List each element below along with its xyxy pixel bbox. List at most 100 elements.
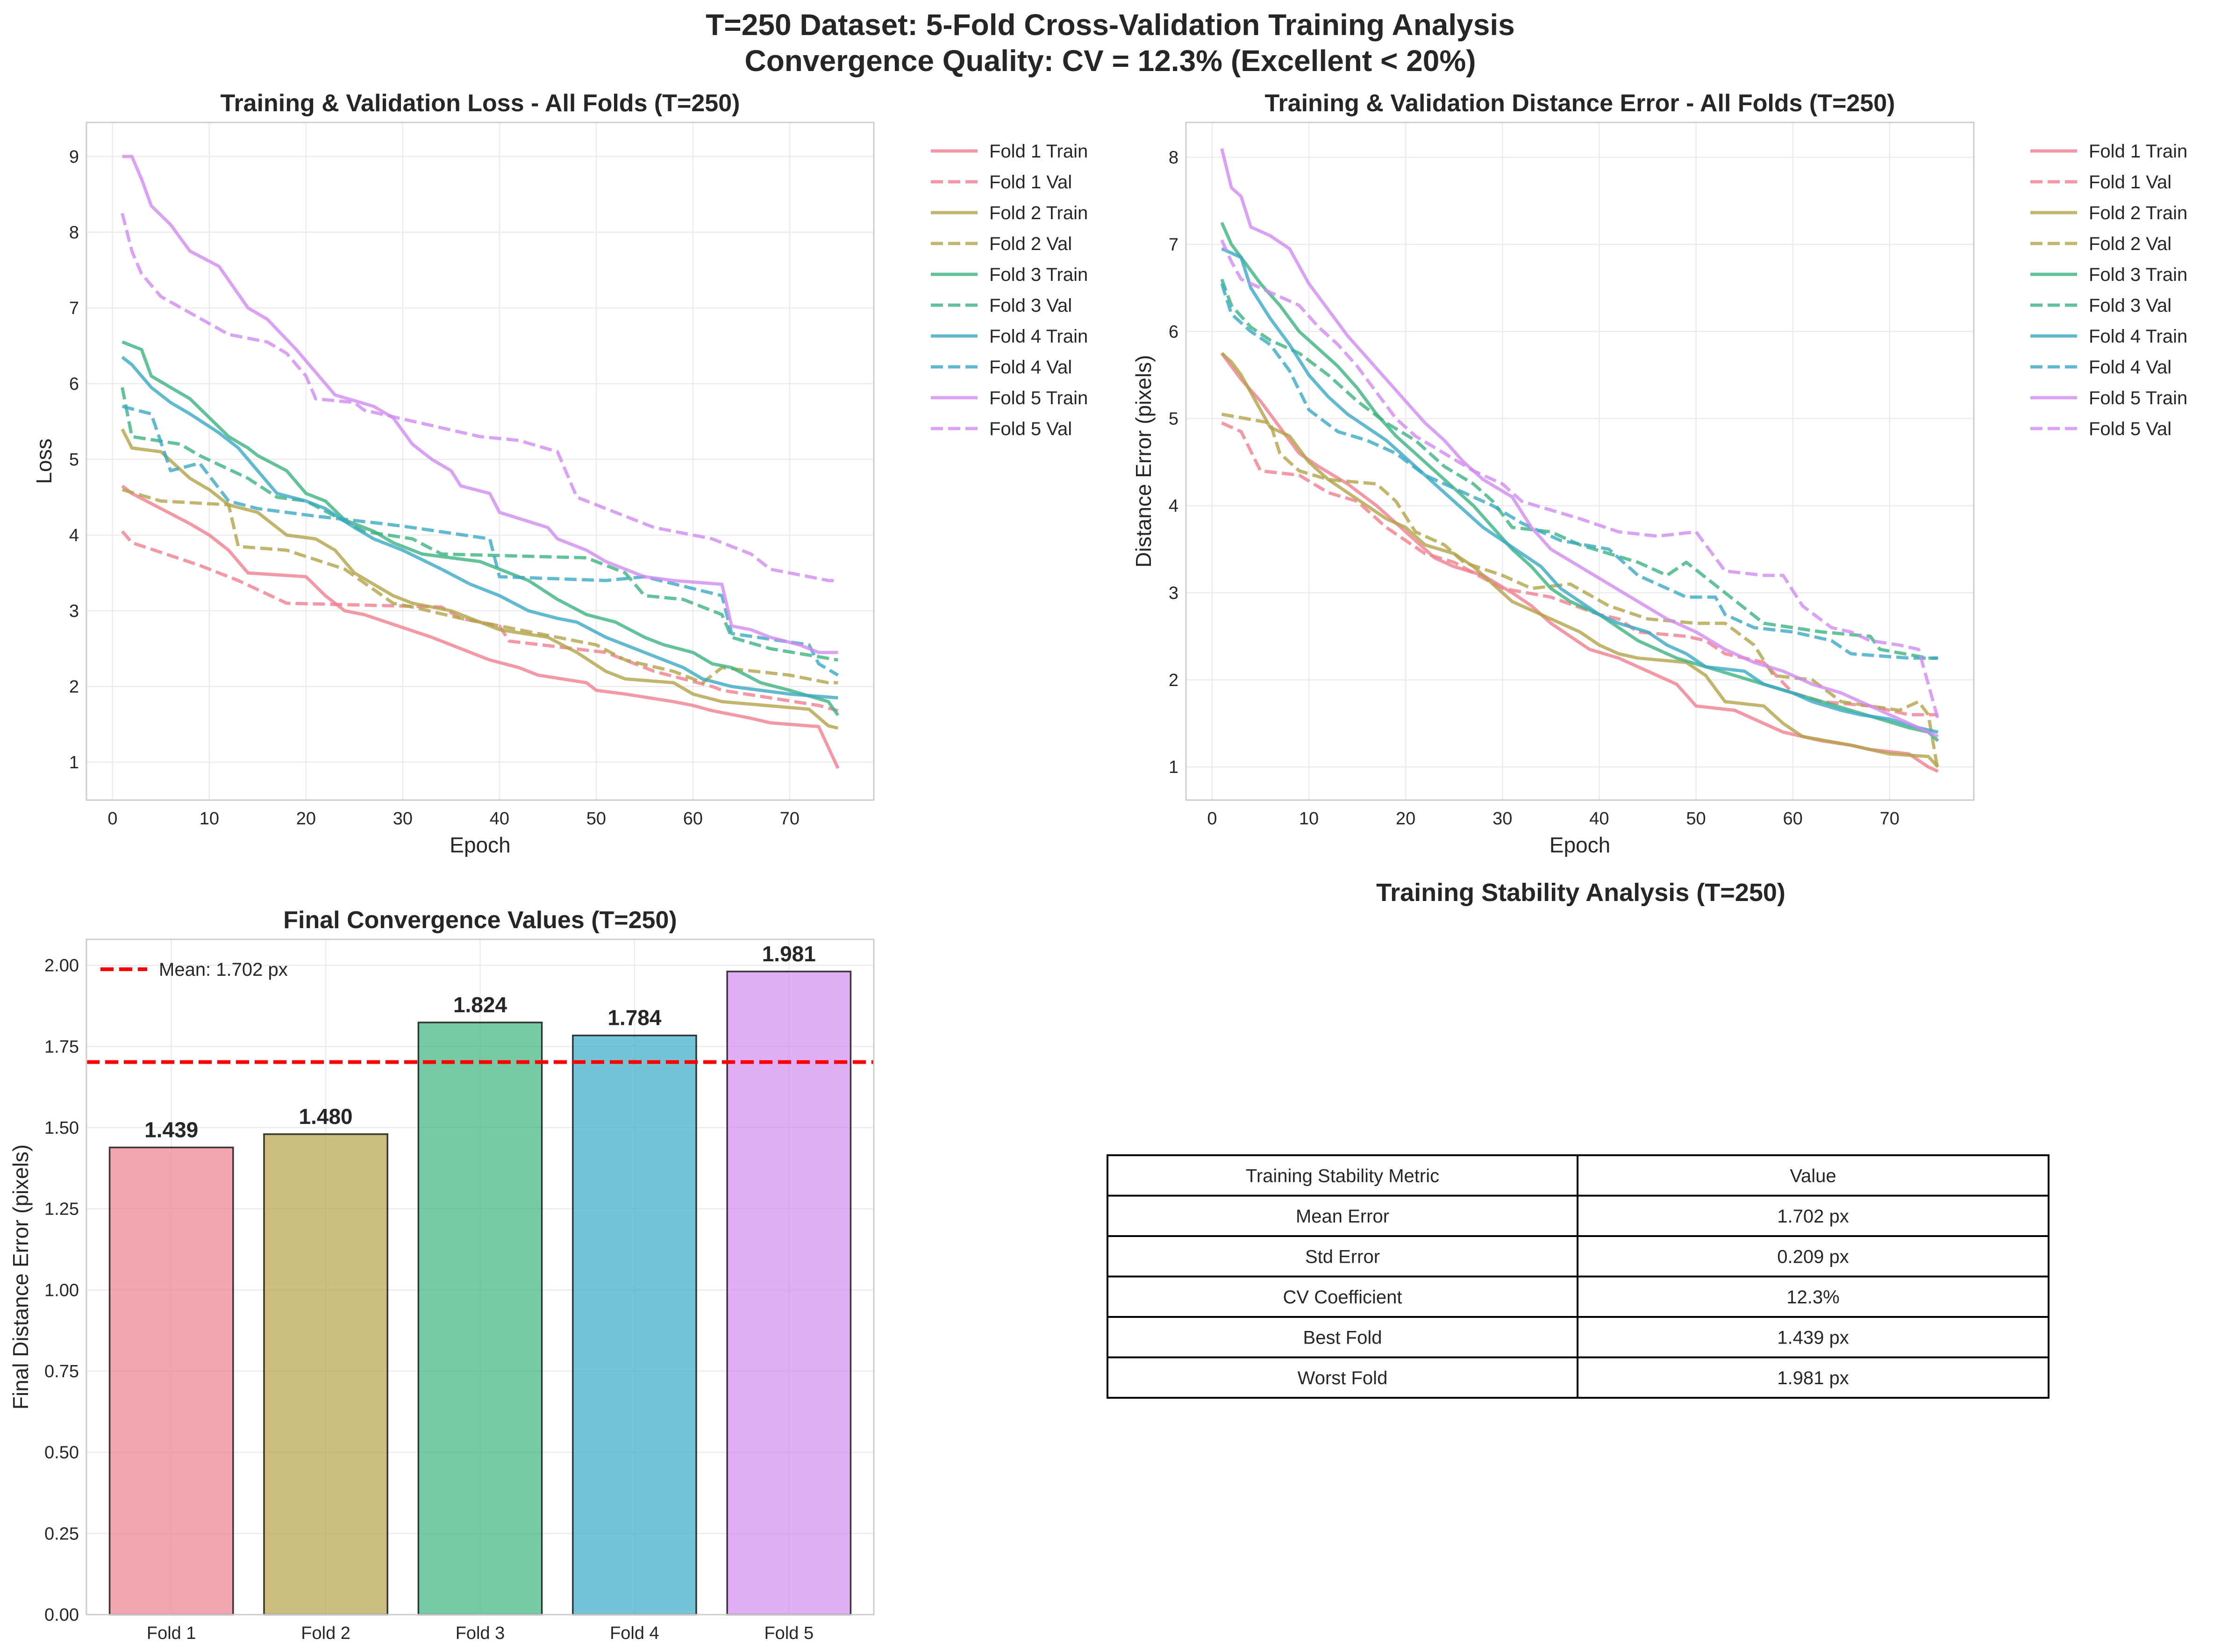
- y-tick-label: 1.75: [44, 1037, 79, 1057]
- final-convergence-bar-chart: 0.00 0.25 0.50 0.75 1.00 1.25 1.50 1.75 2.00 1.43…: [8, 907, 875, 1643]
- chart-title: Training & Validation Loss - All Folds (…: [221, 90, 740, 117]
- series-line-fold-4-val: [1220, 283, 1938, 660]
- chart-title: Training & Validation Distance Error - A…: [1265, 90, 1895, 117]
- x-tick-label: 30: [1493, 809, 1512, 829]
- table-metric-cell: Worst Fold: [1298, 1368, 1388, 1388]
- table-cell: [1107, 1154, 1578, 1197]
- series-line-fold-5-val: [121, 213, 838, 582]
- y-axis-label: Final Distance Error (pixels): [8, 1144, 33, 1409]
- y-tick-label: 0.00: [44, 1605, 79, 1625]
- x-tick-label: 40: [490, 809, 509, 829]
- bar-fold-5: [726, 971, 852, 1616]
- bar-fold-4: [571, 1034, 697, 1616]
- x-tick-label: 30: [393, 809, 413, 829]
- table-header-cell: Value: [1790, 1166, 1836, 1186]
- table-value-cell: 1.981 px: [1777, 1368, 1849, 1388]
- chart-title: Final Convergence Values (T=250): [283, 907, 677, 934]
- series-line-fold-2-val: [121, 488, 838, 685]
- y-axis-label: Loss: [32, 438, 56, 484]
- legend-label: Fold 2 Train: [2089, 203, 2187, 223]
- table-cell: [1107, 1356, 1578, 1399]
- stability-table-title: Training Stability Analysis (T=250): [1376, 879, 1785, 907]
- table-value-cell: 1.702 px: [1777, 1206, 1849, 1227]
- x-tick-label: 60: [1783, 809, 1803, 829]
- x-tick-label: 20: [1396, 809, 1415, 829]
- y-tick-label: 8: [1169, 148, 1178, 168]
- y-tick-label: 0.25: [44, 1524, 79, 1544]
- y-tick-label: 1.50: [44, 1118, 79, 1138]
- x-tick-label: Fold 5: [764, 1623, 814, 1643]
- x-tick-label: Fold 3: [456, 1623, 505, 1643]
- bar-value-label: 1.480: [299, 1104, 353, 1129]
- legend-label: Fold 4 Train: [2089, 326, 2187, 347]
- table-cell: [1577, 1316, 2050, 1359]
- figure-title: T=250 Dataset: 5-Fold Cross-Validation T…: [706, 8, 1514, 42]
- table-cell: [1577, 1235, 2050, 1278]
- plot-frame: [86, 122, 875, 801]
- table-cell: [1577, 1194, 2050, 1237]
- legend: Fold 1 Train Fold 1 Val Fold 2 Train Fold 2…: [931, 141, 1088, 439]
- legend-label: Fold 5 Train: [989, 388, 1088, 408]
- figure-subtitle: Convergence Quality: CV = 12.3% (Excelle…: [744, 44, 1476, 78]
- legend-label: Mean: 1.702 px: [159, 959, 288, 980]
- stability-table: Training Stability Metric Value Mean Error…: [1107, 1154, 2050, 1399]
- x-tick-label: 0: [1207, 809, 1217, 829]
- table-metric-cell: Mean Error: [1296, 1206, 1389, 1227]
- x-tick-label: 0: [107, 809, 117, 829]
- y-tick-label: 4: [1169, 496, 1178, 516]
- table-cell: [1577, 1154, 2050, 1197]
- x-tick-label: 20: [296, 809, 316, 829]
- plot-area: [1186, 122, 1974, 800]
- y-tick-label: 5: [1169, 409, 1178, 429]
- series-line-fold-4-val: [121, 405, 839, 677]
- series-line-fold-5-train: [122, 155, 838, 654]
- bar-value-label: 1.439: [144, 1117, 198, 1142]
- series-line-fold-3-val: [1220, 279, 1938, 660]
- series-line-fold-5-train: [1220, 148, 1939, 738]
- y-tick-label: 5: [69, 450, 79, 470]
- legend: Fold 1 Train Fold 1 Val Fold 2 Train Fold 2…: [2030, 141, 2187, 439]
- bar-value-label: 1.824: [453, 993, 507, 1017]
- x-tick-label: 40: [1589, 809, 1609, 829]
- legend-label: Fold 1 Val: [989, 172, 1072, 193]
- y-tick-label: 0.75: [44, 1362, 79, 1381]
- table-value-cell: 1.439 px: [1777, 1327, 1849, 1348]
- legend-label: Fold 2 Val: [989, 234, 1072, 254]
- legend-label: Fold 1 Val: [2089, 172, 2171, 193]
- x-tick-label: 60: [683, 809, 703, 829]
- legend-label: Fold 3 Train: [989, 265, 1088, 285]
- y-tick-label: 3: [69, 601, 79, 621]
- table-header-cell: Training Stability Metric: [1246, 1166, 1439, 1186]
- legend-label: Fold 2 Train: [989, 203, 1088, 223]
- y-tick-label: 6: [69, 374, 79, 394]
- x-tick-label: Fold 1: [147, 1623, 196, 1643]
- legend-label: Fold 5 Val: [2089, 419, 2171, 439]
- series-line-fold-4-train: [1221, 247, 1939, 734]
- bar-value-label: 1.784: [607, 1006, 662, 1030]
- bar-value-label: 1.981: [762, 942, 816, 966]
- table-cell: [1107, 1316, 1578, 1359]
- y-tick-label: 4: [69, 526, 79, 545]
- plot-frame: [1185, 122, 1975, 801]
- legend-label: Fold 3 Val: [2089, 295, 2171, 316]
- legend-label: Fold 2 Val: [2089, 234, 2171, 254]
- series-line-fold-3-train: [121, 340, 840, 716]
- table-cell: [1107, 1194, 1578, 1237]
- series-line-fold-5-val: [1220, 239, 1940, 720]
- series-line-fold-2-train: [1221, 352, 1939, 768]
- legend-label: Fold 1 Train: [989, 141, 1088, 162]
- loss-chart: 0 10 20 30 40 50 60 70 1 2 3 4 5 6 7 8 9 Training & Valid…: [32, 90, 1088, 857]
- y-tick-label: 7: [1169, 235, 1178, 255]
- y-tick-label: 1.25: [44, 1200, 79, 1219]
- table-metric-cell: CV Coefficient: [1283, 1287, 1402, 1308]
- legend-label: Fold 4 Val: [989, 357, 1072, 378]
- legend-label: Fold 5 Train: [2089, 388, 2187, 408]
- series-line-fold-1-val: [121, 530, 839, 713]
- stability-table-panel: Training Stability Analysis (T=250) Trai…: [1107, 879, 2050, 1399]
- x-tick-label: Fold 4: [610, 1623, 659, 1643]
- y-tick-label: 0.50: [44, 1443, 79, 1463]
- table-metric-cell: Std Error: [1305, 1246, 1380, 1267]
- y-tick-label: 9: [69, 147, 79, 167]
- y-tick-label: 2.00: [44, 956, 79, 976]
